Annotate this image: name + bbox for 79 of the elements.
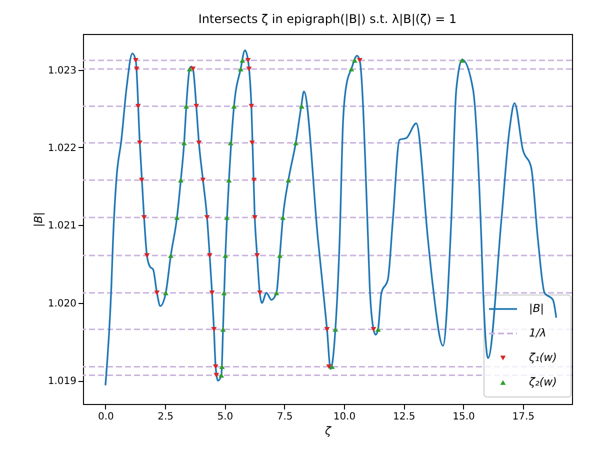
point <box>178 178 184 183</box>
point <box>245 58 251 63</box>
point <box>137 140 143 146</box>
point <box>141 215 147 220</box>
point <box>168 253 174 258</box>
y-axis-title: |B| <box>32 212 45 227</box>
point <box>324 327 330 332</box>
point <box>220 327 226 332</box>
point <box>144 253 150 258</box>
y-tick-label: 1.022 <box>48 142 76 154</box>
point <box>138 178 144 183</box>
point <box>196 140 202 146</box>
point <box>254 253 260 258</box>
point <box>248 104 254 109</box>
point <box>209 290 215 296</box>
legend-label: 1/λ <box>529 326 546 340</box>
point <box>280 215 286 220</box>
point <box>246 66 252 72</box>
point <box>194 104 200 109</box>
x-tick-label: 15.0 <box>452 412 475 422</box>
point <box>238 66 244 72</box>
point <box>212 364 218 370</box>
y-tick-label: 1.023 <box>48 65 76 76</box>
legend-label: |B| <box>529 302 544 315</box>
point <box>329 364 335 370</box>
point <box>375 327 381 332</box>
point <box>249 140 255 146</box>
chart-title: Intersects ζ in epigraph(|B|) s.t. λ|B|(ζ) = 1 <box>198 12 457 26</box>
legend-label: ζ₁(w) <box>528 351 557 364</box>
point <box>163 290 169 296</box>
point <box>218 372 224 378</box>
point <box>214 372 220 378</box>
point <box>222 253 228 258</box>
y-tick-label: 1.019 <box>48 376 76 388</box>
point <box>226 178 232 183</box>
x-tick-label: 7.5 <box>276 412 293 422</box>
point <box>221 290 227 296</box>
point <box>190 66 196 72</box>
point <box>348 66 354 72</box>
point <box>277 253 283 258</box>
x-tick-label: 10.0 <box>333 412 356 422</box>
point <box>252 215 258 220</box>
point <box>186 66 192 72</box>
point <box>274 290 280 296</box>
x-tick-label: 0.0 <box>98 412 114 422</box>
x-tick-label: 5.0 <box>217 412 234 422</box>
point <box>228 140 234 146</box>
point <box>211 327 217 332</box>
point <box>219 364 225 370</box>
x-tick-label: 2.5 <box>158 412 174 422</box>
point <box>356 58 362 63</box>
legend-label: ζ₂(w) <box>528 376 557 388</box>
y-tick-label: 1.020 <box>48 298 76 310</box>
point <box>204 215 210 220</box>
point <box>460 58 466 63</box>
point <box>132 58 138 63</box>
line-series <box>104 49 558 386</box>
point <box>299 104 304 109</box>
point <box>326 364 332 370</box>
point <box>240 58 246 63</box>
point <box>257 290 262 296</box>
point <box>135 104 141 109</box>
x-axis-title: ζ <box>324 424 332 438</box>
point <box>206 253 212 258</box>
point <box>154 290 160 296</box>
point <box>332 327 338 332</box>
point <box>174 215 180 220</box>
point <box>184 104 190 109</box>
y-tick-label: 1.021 <box>48 220 76 232</box>
x-tick-label: 17.5 <box>512 412 534 422</box>
point <box>181 140 187 146</box>
x-tick-label: 12.5 <box>392 412 416 422</box>
point <box>224 215 230 220</box>
point <box>352 58 358 63</box>
point <box>134 66 140 72</box>
point <box>286 178 292 183</box>
point <box>231 104 237 109</box>
point <box>370 327 376 332</box>
point <box>293 140 299 146</box>
